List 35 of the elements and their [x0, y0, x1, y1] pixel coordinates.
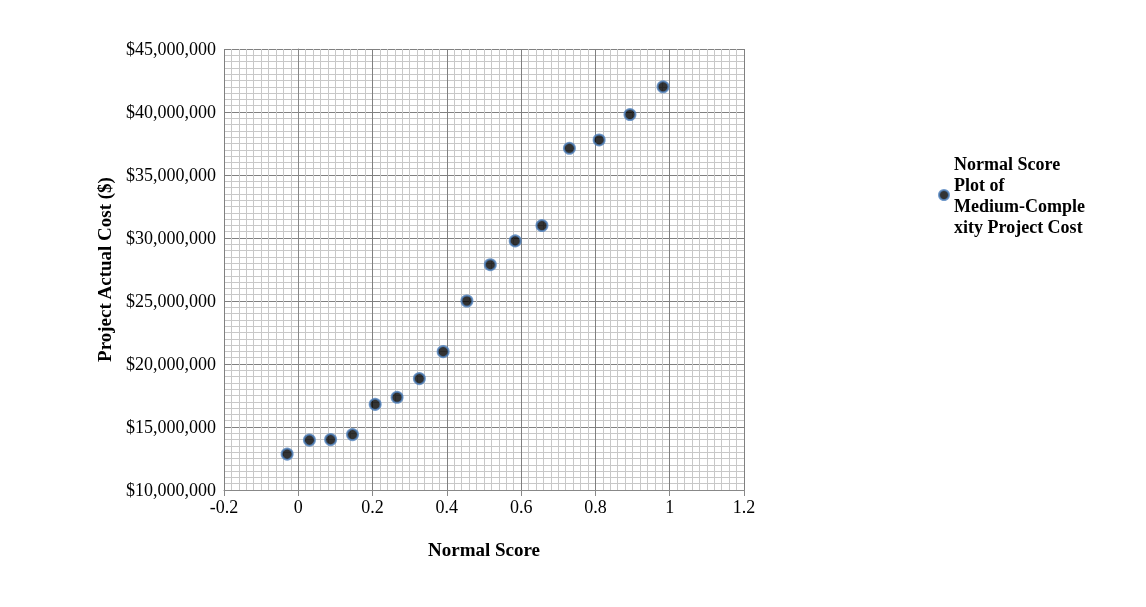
x-tick-label: 1.2	[732, 497, 756, 517]
x-tick-label: 0.4	[435, 497, 459, 517]
x-tick-label: 0.6	[509, 497, 533, 517]
y-tick-label: $20,000,000	[126, 354, 216, 374]
y-tick-label: $40,000,000	[126, 102, 216, 122]
y-tick-label: $35,000,000	[126, 165, 216, 185]
point	[460, 294, 474, 308]
y-tick-label: $10,000,000	[126, 480, 216, 500]
point	[483, 258, 497, 272]
y-tick-label: $15,000,000	[126, 417, 216, 437]
point	[390, 390, 404, 404]
point	[592, 133, 606, 147]
point	[623, 108, 637, 122]
y-axis-title: Project Actual Cost ($)	[94, 177, 116, 362]
x-axis-title: Normal Score	[427, 539, 541, 560]
point	[508, 234, 522, 248]
point	[368, 397, 382, 411]
x-tick-label: 0.8	[584, 497, 607, 517]
point	[280, 447, 294, 461]
y-tick-label: $45,000,000	[126, 39, 216, 59]
y-tick-label: $30,000,000	[126, 228, 216, 248]
x-tick-label: 1	[665, 497, 675, 517]
x-tick-label: 0.2	[361, 497, 384, 517]
point	[562, 141, 576, 155]
point	[412, 372, 426, 386]
point	[436, 345, 450, 359]
point	[302, 433, 316, 447]
x-tick-label: 0	[293, 497, 303, 517]
legend-label: Normal Score Plot of Medium-Complexity Project Cost	[954, 153, 1085, 237]
x-tick-label: -0.2	[209, 497, 239, 517]
y-tick-label: $25,000,000	[126, 291, 216, 311]
point	[535, 219, 549, 233]
point	[324, 433, 338, 447]
point	[656, 80, 670, 94]
point	[346, 428, 360, 442]
